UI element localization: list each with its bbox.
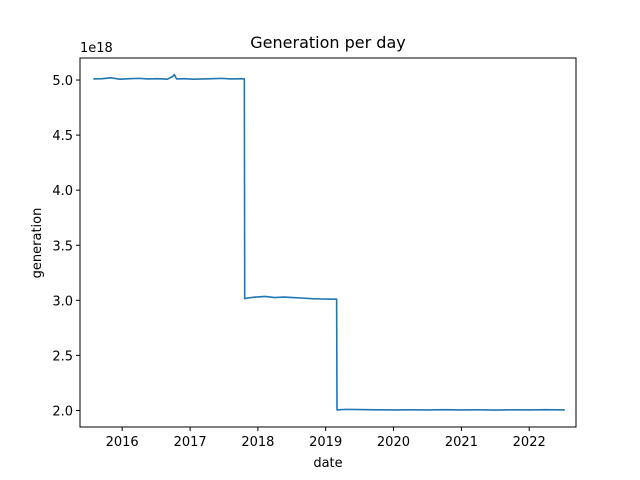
- plot-area: [93, 73, 565, 411]
- y-tick-label: 2.0: [52, 404, 73, 419]
- y-tick-label: 5.0: [52, 74, 73, 89]
- axes-frame: [79, 57, 577, 428]
- y-tick-label: 4.0: [52, 184, 73, 199]
- x-axis: 2016 2017 2018 2019 2020 2021 2022: [106, 427, 546, 450]
- series-line-0: [93, 73, 565, 411]
- y-tick-label: 4.5: [52, 129, 73, 144]
- x-tick-label: 2022: [513, 435, 546, 450]
- x-tick-label: 2017: [174, 435, 207, 450]
- x-tick-label: 2016: [106, 435, 139, 450]
- y-axis-label: generation: [30, 208, 45, 279]
- x-axis-label: date: [313, 456, 342, 471]
- y-multiplier-label: 1e18: [80, 41, 113, 56]
- y-tick-label: 3.5: [52, 239, 73, 254]
- y-tick-label: 3.0: [52, 294, 73, 309]
- chart-title: Generation per day: [250, 33, 405, 52]
- x-tick-label: 2018: [241, 435, 274, 450]
- x-tick-label: 2020: [377, 435, 410, 450]
- x-tick-label: 2021: [445, 435, 478, 450]
- x-tick-label: 2019: [309, 435, 342, 450]
- y-axis: 2.0 2.5 3.0 3.5 4.0 4.5 5.0: [52, 74, 80, 419]
- y-tick-label: 2.5: [52, 349, 73, 364]
